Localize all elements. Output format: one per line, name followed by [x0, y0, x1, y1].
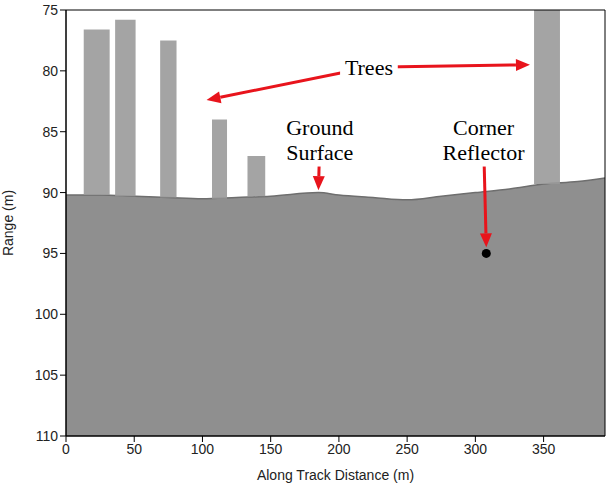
svg-text:250: 250: [395, 441, 419, 457]
svg-text:0: 0: [62, 441, 70, 457]
svg-text:95: 95: [42, 245, 58, 261]
svg-text:90: 90: [42, 185, 58, 201]
svg-text:200: 200: [327, 441, 351, 457]
svg-text:80: 80: [42, 63, 58, 79]
svg-text:50: 50: [126, 441, 142, 457]
svg-text:300: 300: [464, 441, 488, 457]
svg-text:GroundSurface: GroundSurface: [286, 115, 353, 165]
svg-text:100: 100: [35, 306, 59, 322]
svg-text:Along Track Distance (m): Along Track Distance (m): [257, 467, 414, 483]
svg-text:85: 85: [42, 124, 58, 140]
svg-text:CornerReflector: CornerReflector: [443, 115, 526, 165]
svg-text:75: 75: [42, 2, 58, 18]
svg-text:350: 350: [532, 441, 556, 457]
svg-text:Trees: Trees: [345, 55, 393, 80]
svg-text:100: 100: [191, 441, 215, 457]
svg-text:Range (m): Range (m): [0, 190, 16, 256]
svg-text:105: 105: [35, 367, 59, 383]
svg-text:150: 150: [259, 441, 283, 457]
svg-text:110: 110: [36, 428, 59, 444]
